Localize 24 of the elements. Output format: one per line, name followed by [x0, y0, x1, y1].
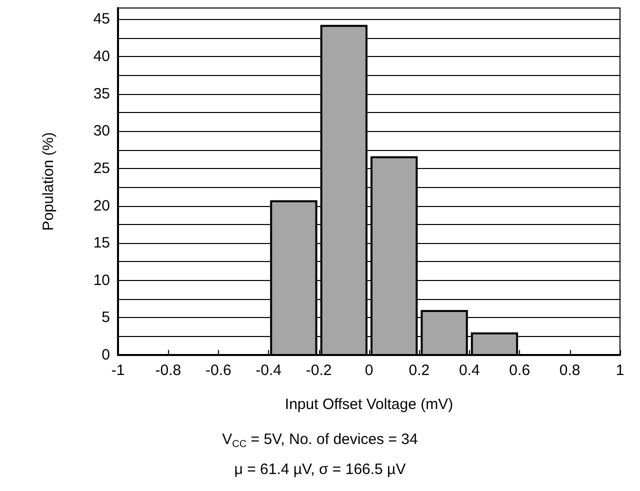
y-tick-label: 0 — [102, 346, 110, 364]
y-axis-title: Population (%) — [40, 132, 57, 231]
y-tick-label: 10 — [93, 272, 110, 289]
x-tick-label: -1 — [111, 362, 125, 379]
y-tick-label: 25 — [93, 160, 110, 177]
y-tick-label: 15 — [93, 234, 110, 252]
x-tick-label: 0.8 — [559, 362, 580, 379]
x-tick-label: 0.4 — [458, 362, 480, 379]
y-tick-label: 30 — [93, 122, 110, 140]
y-tick-label: 40 — [93, 48, 110, 66]
y-tick-label: 45 — [93, 10, 110, 28]
x-tick-label: 1 — [616, 362, 624, 379]
x-tick-label: -0.2 — [306, 362, 332, 379]
y-tick-label: 20 — [93, 197, 110, 214]
x-tick-label: -0.4 — [256, 362, 282, 379]
y-tick-label: 5 — [102, 309, 110, 326]
text: μ = 61.4 µV, σ = 166.5 µV — [234, 461, 406, 478]
y-tick-label: 35 — [93, 85, 110, 102]
x-tick-label: 0 — [364, 362, 374, 379]
x-tick-label: 0.6 — [509, 362, 530, 379]
x-tick-label: 0.2 — [408, 362, 430, 379]
x-axis-title: Input Offset Voltage (mV) — [284, 396, 454, 413]
x-tick-label: -0.8 — [155, 362, 182, 379]
x-tick-label: -0.6 — [205, 362, 232, 379]
